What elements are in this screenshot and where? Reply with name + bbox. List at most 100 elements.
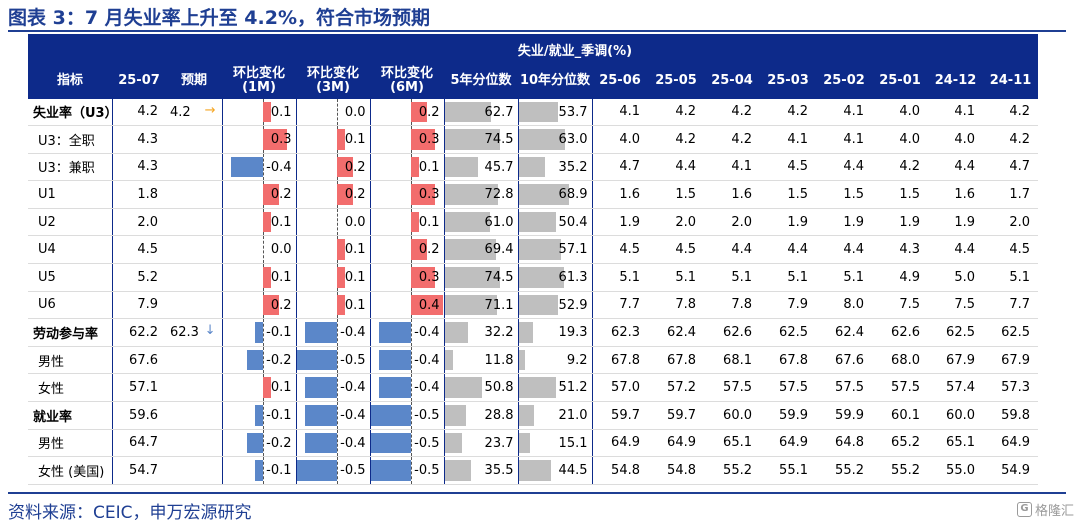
delta-cell: 0.0 <box>296 97 371 127</box>
percentile-bar <box>444 129 500 150</box>
history-value: 4.2 <box>872 153 928 182</box>
positive-change-bar <box>262 267 271 288</box>
history-value: 5.1 <box>760 263 816 292</box>
percentile-cell: 57.1 <box>518 235 593 265</box>
zero-axis <box>410 429 412 457</box>
percentile-value: 28.8 <box>484 408 514 424</box>
history-value: 54.8 <box>648 456 704 485</box>
table-row: U3：全职 4.3 0.3 0.1 0.3 74.5 63.0 4.0 4.2 4.2 4.1 4.1… <box>28 125 1039 154</box>
delta-value: -0.5 <box>414 435 440 451</box>
positive-change-bar <box>410 129 435 150</box>
percentile-cell: 28.8 <box>444 401 519 430</box>
positive-change-bar <box>336 294 345 316</box>
history-value: 68.1 <box>704 346 760 375</box>
history-value: 1.5 <box>648 180 704 209</box>
history-value: 4.1 <box>928 97 983 127</box>
delta-cell: 0.2 <box>370 97 445 127</box>
history-value: 1.6 <box>928 180 983 209</box>
history-value: 5.1 <box>592 263 648 292</box>
percentile-bar <box>444 239 496 261</box>
percentile-cell: 45.7 <box>444 153 519 182</box>
positive-change-bar <box>336 184 353 205</box>
delta-cell: 0.2 <box>222 291 297 320</box>
delta-cell: 0.0 <box>296 208 371 237</box>
history-value: 4.2 <box>704 125 760 154</box>
delta-cell: 0.3 <box>370 180 445 209</box>
delta-value: 0.2 <box>344 187 366 203</box>
history-value: 4.1 <box>816 125 872 154</box>
zero-axis <box>410 457 412 484</box>
negative-change-bar <box>254 460 263 481</box>
percentile-cell: 15.1 <box>518 429 593 458</box>
history-value: 60.0 <box>928 401 983 430</box>
table-row: U4 4.5 0.0 0.1 0.2 69.4 57.1 4.5 4.5 4.4 4.4 4.4 4.3… <box>28 235 1039 265</box>
percentile-value: 74.5 <box>484 132 514 148</box>
percentile-value: 74.5 <box>484 270 514 286</box>
percentile-cell: 51.2 <box>518 373 593 403</box>
delta-value: 0.0 <box>344 104 366 120</box>
percentile-value: 71.1 <box>484 297 514 313</box>
percentile-bar <box>518 294 558 316</box>
history-value: 1.6 <box>592 180 648 209</box>
delta-value: 0.1 <box>270 270 292 286</box>
delta-cell: -0.5 <box>296 346 371 375</box>
delta-value: -0.4 <box>414 352 440 368</box>
current-value: 4.2 <box>112 97 166 127</box>
zero-axis <box>410 402 412 429</box>
history-value: 60.0 <box>704 401 760 430</box>
percentile-cell: 71.1 <box>444 291 519 320</box>
column-header-row: 指标 25-07 预期 环比变化 (1M) 环比变化 (3M) 环比变化 (6M) 5年分位数 10… <box>28 65 1039 98</box>
percentile-cell: 61.3 <box>518 263 593 292</box>
percentile-value: 61.3 <box>558 270 588 286</box>
expected-value <box>166 346 223 375</box>
percentile-bar <box>444 322 469 343</box>
history-value: 4.3 <box>872 235 928 265</box>
history-value: 57.2 <box>648 373 704 403</box>
current-value: 4.3 <box>112 125 166 154</box>
positive-change-bar <box>336 156 353 178</box>
delta-value: 0.0 <box>270 242 292 258</box>
indicator-name: U3：全职 <box>28 125 113 154</box>
history-value: 59.7 <box>592 401 648 430</box>
indicator-name: U1 <box>28 180 113 209</box>
history-value: 57.5 <box>872 373 928 403</box>
percentile-value: 50.8 <box>484 380 514 396</box>
percentile-cell: 74.5 <box>444 125 519 154</box>
percentile-bar <box>518 101 559 123</box>
delta-value: -0.5 <box>340 463 366 479</box>
expected-value: 62.3 ↓ <box>166 318 223 347</box>
delta-value: -0.4 <box>266 159 292 175</box>
positive-change-bar <box>262 211 271 233</box>
current-value: 59.6 <box>112 401 166 430</box>
delta-cell: 0.3 <box>370 125 445 154</box>
column-header: 环比变化 (6M) <box>370 65 444 98</box>
history-value: 62.4 <box>816 318 872 347</box>
percentile-cell: 44.5 <box>518 456 593 485</box>
history-value: 54.8 <box>592 456 648 485</box>
delta-cell: 0.2 <box>296 153 371 182</box>
expected-value <box>166 208 223 237</box>
table-body: 失业率（U3） 4.2 4.2 → 0.1 0.0 0.2 62.7 53.7 4.1 4.2 4.2… <box>28 97 1039 485</box>
history-value: 67.8 <box>592 346 648 375</box>
history-value: 4.4 <box>704 235 760 265</box>
delta-cell: -0.5 <box>370 456 445 485</box>
history-value: 62.5 <box>928 318 983 347</box>
percentile-value: 53.7 <box>558 104 588 120</box>
negative-change-bar <box>370 432 411 454</box>
delta-cell: -0.2 <box>222 429 297 458</box>
zero-axis <box>262 402 264 429</box>
history-value: 62.5 <box>760 318 816 347</box>
percentile-value: 19.3 <box>558 325 588 341</box>
delta-cell: -0.4 <box>296 401 371 430</box>
history-value: 64.9 <box>983 429 1039 458</box>
history-value: 1.9 <box>592 208 648 237</box>
history-value: 57.0 <box>592 373 648 403</box>
delta-value: 0.1 <box>270 104 292 120</box>
column-header: 25-02 <box>816 65 872 98</box>
expected-value <box>166 429 223 458</box>
zero-axis <box>336 457 338 484</box>
positive-change-bar <box>410 239 427 261</box>
positive-change-bar <box>410 101 427 123</box>
current-value: 64.7 <box>112 429 166 458</box>
negative-change-bar <box>370 405 411 426</box>
